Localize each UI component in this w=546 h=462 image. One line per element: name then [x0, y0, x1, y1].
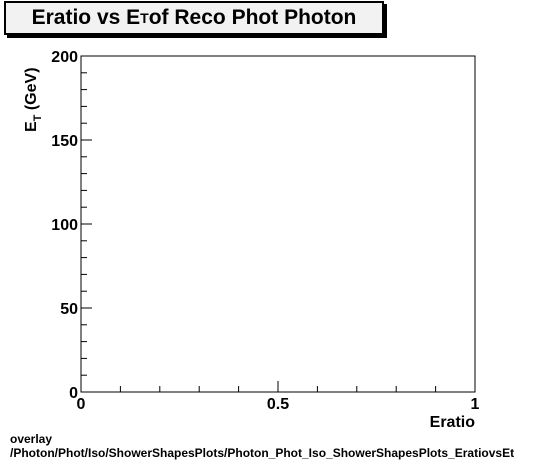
y-axis-label-subscript: T [32, 114, 44, 121]
y-tick-label: 50 [60, 301, 78, 318]
y-tick-label: 0 [69, 385, 78, 402]
y-axis-label-main: E [23, 121, 40, 132]
y-tick-label: 200 [51, 49, 78, 66]
footer-line-2: /Photon/Phot/Iso/ShowerShapesPlots/Photo… [10, 446, 515, 460]
y-axis-label-unit: (GeV) [23, 67, 40, 114]
y-axis-label: ET (GeV) [23, 67, 44, 132]
y-tick-label: 150 [51, 133, 78, 150]
title-main: Eratio vs E [31, 6, 141, 29]
y-tick-label: 100 [51, 217, 78, 234]
footer-path: overlay /Photon/Phot/Iso/ShowerShapesPlo… [10, 432, 546, 460]
title-rest: of Reco Phot Photon [148, 6, 357, 29]
x-axis-label: Eratio [430, 414, 476, 431]
x-tick-label: 0.5 [267, 396, 289, 413]
plot-frame [80, 55, 476, 393]
title-subscript: T [140, 10, 149, 26]
footer-line-1: overlay [10, 432, 53, 446]
x-tick-label: 1 [471, 396, 480, 413]
x-axis: 0 0.5 1 [77, 381, 480, 413]
x-tick-label: 0 [77, 396, 86, 413]
y-axis: 0 50 100 150 200 [51, 49, 92, 402]
